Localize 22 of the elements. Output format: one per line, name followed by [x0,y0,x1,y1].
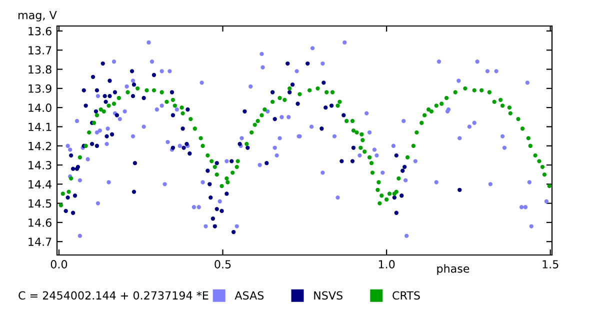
y-tick-label: 14.7 [28,238,52,246]
y-tick-label: 14.3 [28,160,52,170]
y-tick-label: 13.9 [28,84,52,93]
y-tick-label: 13.6 [28,26,52,36]
y-tick-label: 14.1 [28,122,52,131]
x-tick-label: 1.5 [542,260,558,268]
text: C = 2454002.144 + 0.2737194 *E [18,291,208,300]
y-tick-label: 14.4 [28,180,52,188]
x-tick-label: 1.0 [378,260,395,268]
legend-label: NSVS [314,291,342,300]
y-tick-label: 13.8 [28,65,52,74]
legend-label: ASAS [234,291,264,300]
x-axis-title: phase [437,264,470,275]
y-tick-label: 14.2 [28,142,52,150]
y-tick-label: 14.5 [28,199,52,208]
y-axis-title: mag, V [18,11,57,22]
legend-label: CRTS [392,291,420,300]
y-tick-label: 14.0 [28,104,52,112]
x-tick-label: 0.0 [50,260,68,268]
y-tick-label: 14.6 [28,218,52,227]
y-tick-label: 13.7 [28,46,52,55]
x-tick-label: 0.5 [214,260,231,268]
